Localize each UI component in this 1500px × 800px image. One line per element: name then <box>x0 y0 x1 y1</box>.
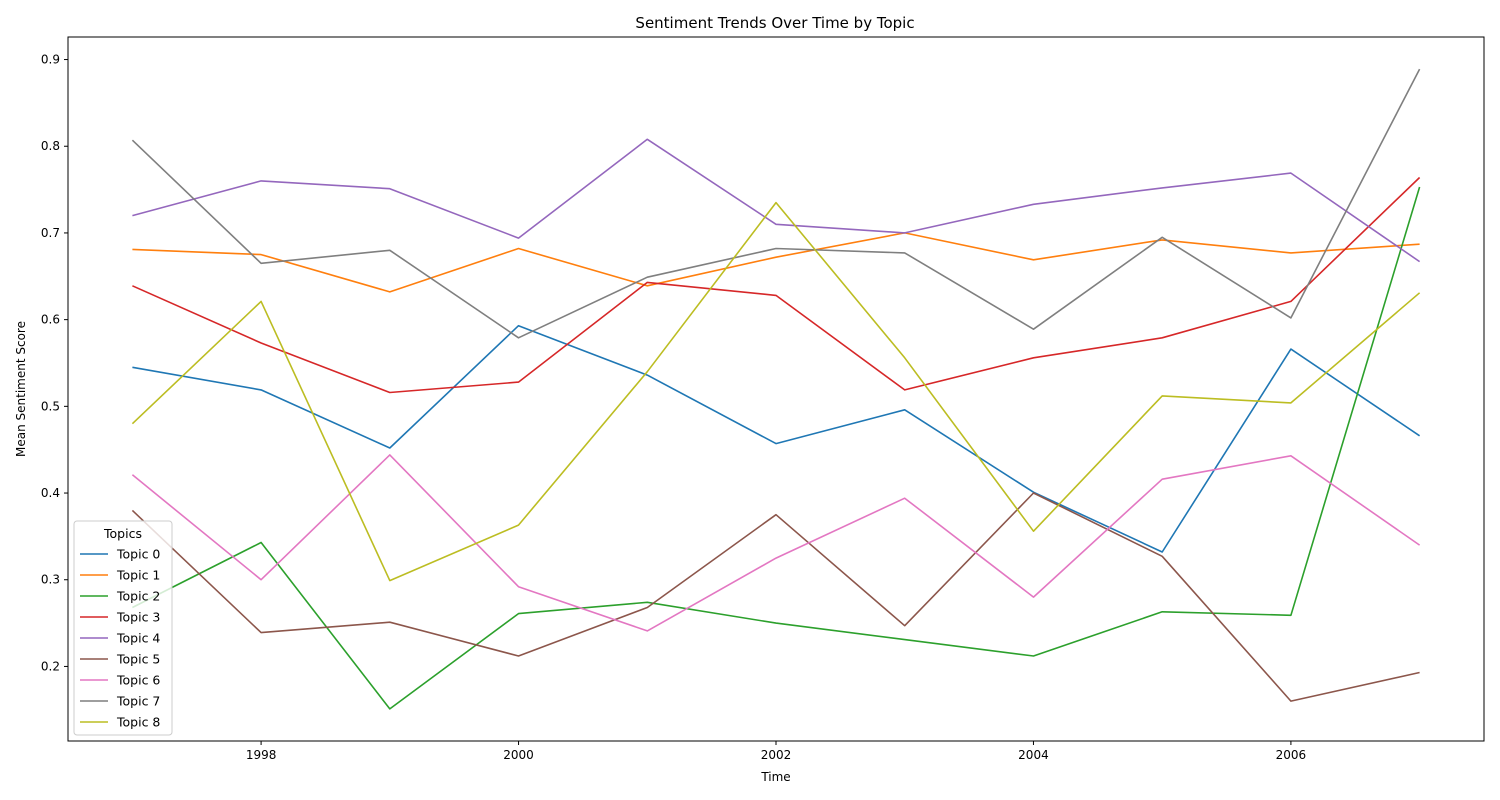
series-line-topic-7 <box>131 68 1421 339</box>
x-tick-label: 1998 <box>246 748 277 762</box>
series-line-topic-6 <box>131 454 1421 632</box>
x-axis: 1998 2000 2002 2004 2006 <box>246 741 1306 762</box>
legend-label: Topic 4 <box>116 631 160 646</box>
legend-label: Topic 7 <box>116 694 160 709</box>
x-axis-title: Time <box>760 770 790 784</box>
legend-label: Topic 1 <box>116 568 160 583</box>
legend-label: Topic 0 <box>116 547 160 562</box>
legend-label: Topic 3 <box>116 610 160 625</box>
y-tick-label: 0.8 <box>41 139 60 153</box>
x-tick-label: 2006 <box>1276 748 1307 762</box>
x-tick-label: 2000 <box>503 748 534 762</box>
series-lines <box>131 68 1421 710</box>
y-tick-label: 0.9 <box>41 53 60 67</box>
legend: Topics Topic 0 Topic 1 Topic 2 Topic 3 Topic … <box>73 520 173 736</box>
legend-title: Topics <box>103 526 142 541</box>
series-line-topic-0 <box>132 324 1421 553</box>
plot-area <box>67 36 1485 742</box>
y-tick-label: 0.3 <box>41 573 60 587</box>
x-tick-label: 2002 <box>761 748 792 762</box>
series-line-topic-5 <box>131 492 1420 702</box>
series-line-topic-3 <box>132 176 1421 394</box>
y-tick-label: 0.4 <box>41 486 60 500</box>
legend-label: Topic 6 <box>116 673 160 688</box>
chart-title: Sentiment Trends Over Time by Topic <box>635 14 914 32</box>
y-tick-label: 0.7 <box>41 226 60 240</box>
series-line-topic-8 <box>131 201 1421 582</box>
legend-label: Topic 2 <box>116 589 160 604</box>
x-tick-label: 2004 <box>1018 748 1049 762</box>
series-line-topic-4 <box>132 138 1421 263</box>
series-line-topic-2 <box>132 186 1421 710</box>
series-line-topic-1 <box>132 232 1420 293</box>
legend-label: Topic 8 <box>116 715 160 730</box>
y-tick-label: 0.6 <box>41 313 60 327</box>
y-axis: 0.2 0.3 0.4 0.5 0.6 0.7 0.8 0.9 <box>41 53 68 673</box>
y-axis-title: Mean Sentiment Score <box>14 321 28 457</box>
y-tick-label: 0.2 <box>41 659 60 673</box>
y-tick-label: 0.5 <box>41 399 60 413</box>
legend-label: Topic 5 <box>116 652 160 667</box>
